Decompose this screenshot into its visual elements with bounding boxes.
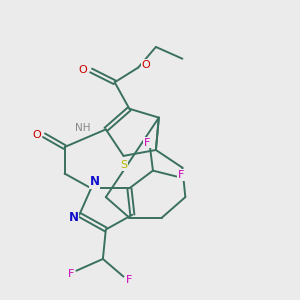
- Text: O: O: [141, 60, 150, 70]
- Text: O: O: [78, 65, 87, 76]
- Text: O: O: [32, 130, 41, 140]
- Text: NH: NH: [74, 123, 90, 133]
- Text: N: N: [90, 175, 100, 188]
- Text: F: F: [144, 138, 150, 148]
- Text: F: F: [126, 274, 132, 285]
- Text: F: F: [68, 269, 74, 279]
- Text: F: F: [178, 170, 184, 180]
- Text: N: N: [68, 211, 78, 224]
- Text: S: S: [120, 160, 127, 170]
